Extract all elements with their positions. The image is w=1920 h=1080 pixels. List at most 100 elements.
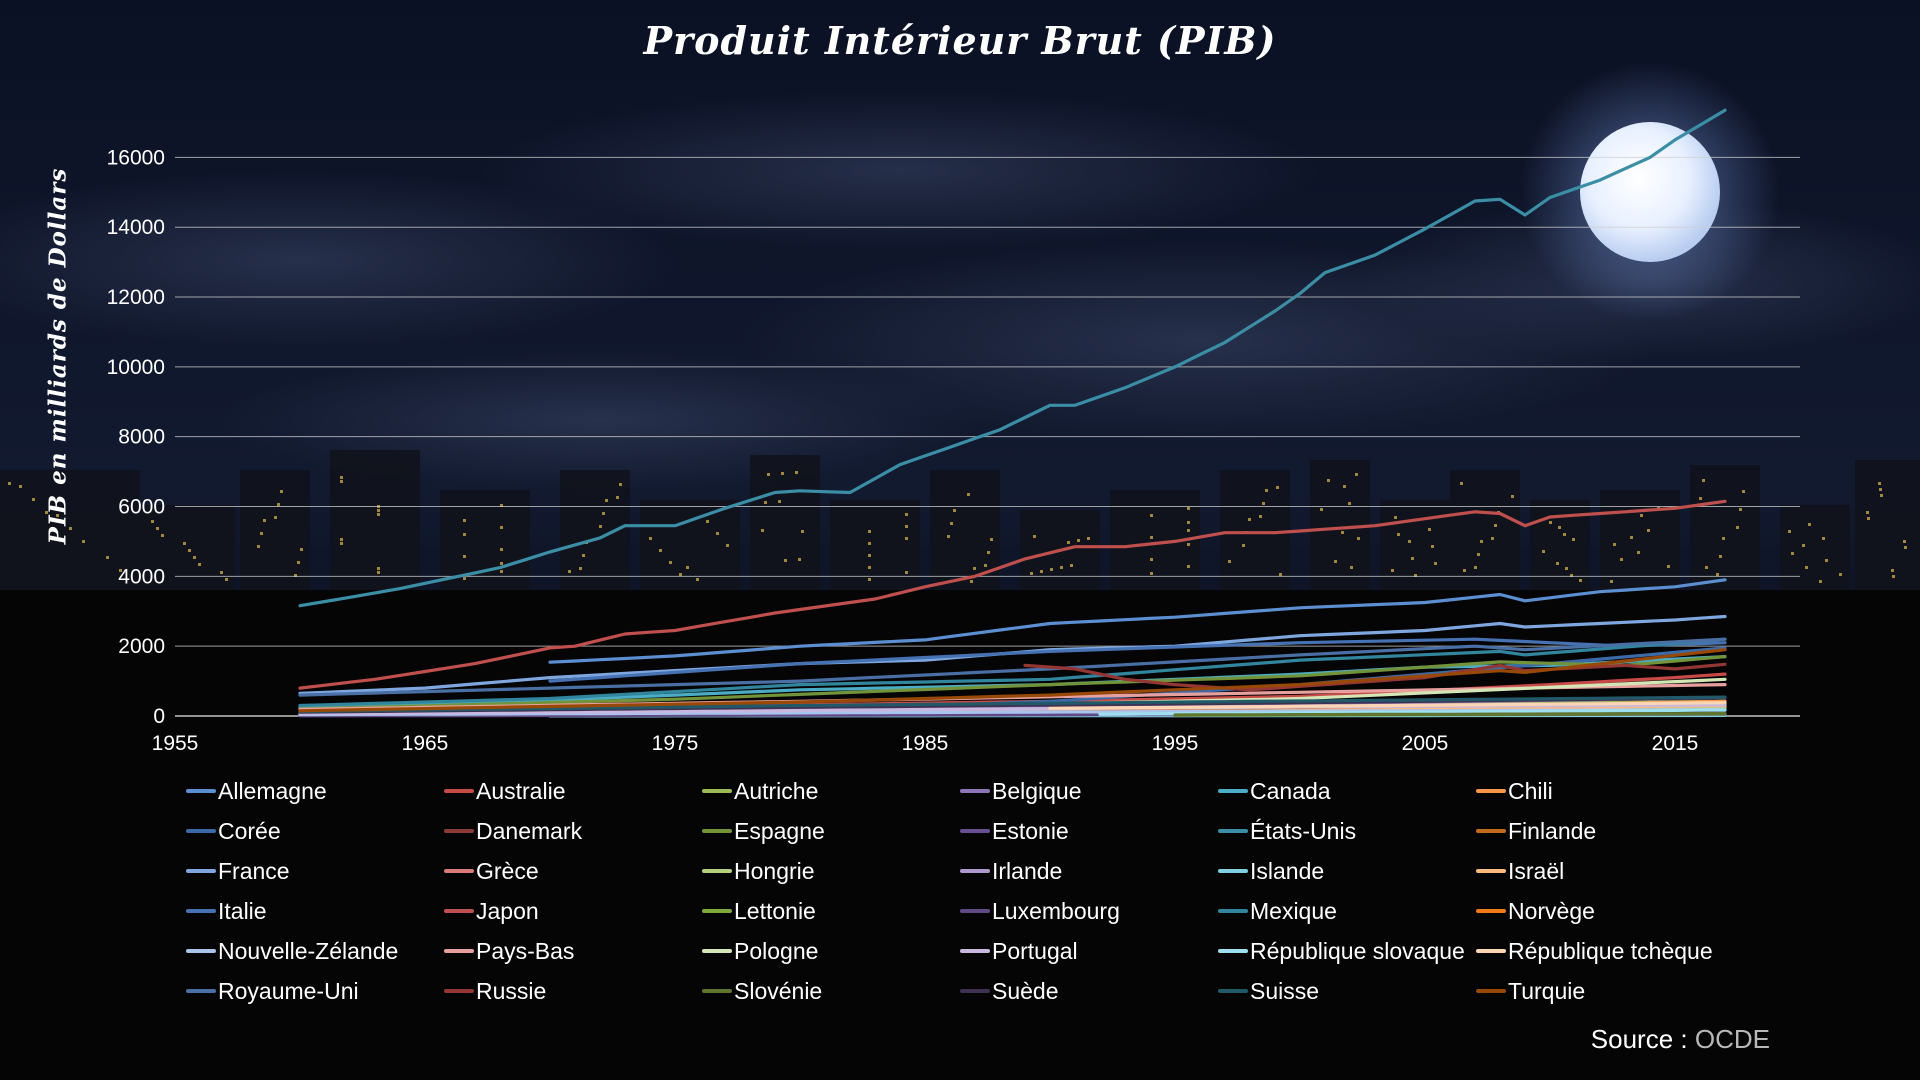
series-line-republique-tcheque <box>1048 701 1727 710</box>
legend-item: Suisse <box>1218 976 1476 1006</box>
chart-title: Produit Intérieur Brut (PIB) <box>643 18 1277 63</box>
legend-item: Norvège <box>1476 896 1734 926</box>
legend-item: Espagne <box>702 816 960 846</box>
legend-swatch <box>1218 909 1248 913</box>
legend-label: Suède <box>992 977 1059 1004</box>
legend-label: Corée <box>218 817 281 844</box>
chart-legend: Allemagne Australie Autriche Belgique Canada… <box>186 776 1746 1006</box>
series-line-turquie <box>298 648 1727 713</box>
legend-label: Turquie <box>1508 977 1586 1004</box>
legend-swatch <box>702 989 732 993</box>
legend-item: Luxembourg <box>960 896 1218 926</box>
legend-swatch <box>1476 989 1506 993</box>
y-tick-label: 14000 <box>107 216 165 239</box>
series-line-suisse <box>298 695 1727 714</box>
legend-item: Irlande <box>960 856 1218 886</box>
legend-item: Russie <box>444 976 702 1006</box>
legend-swatch <box>1476 869 1506 873</box>
legend-label: Russie <box>476 977 547 1004</box>
legend-item: Grèce <box>444 856 702 886</box>
legend-item: Estonie <box>960 816 1218 846</box>
y-tick-label: 10000 <box>107 356 165 379</box>
source-value: OCDE <box>1694 1024 1770 1054</box>
legend-item: Lettonie <box>702 896 960 926</box>
legend-label: Islande <box>1250 857 1325 884</box>
legend-swatch <box>1476 949 1506 953</box>
legend-item: Australie <box>444 776 702 806</box>
legend-item: Israël <box>1476 856 1734 886</box>
legend-label: Australie <box>476 777 566 804</box>
legend-swatch <box>702 869 732 873</box>
legend-label: Canada <box>1250 777 1331 804</box>
legend-label: Grèce <box>476 857 539 884</box>
legend-swatch <box>1218 829 1248 833</box>
legend-item: Nouvelle-Zélande <box>186 936 444 966</box>
x-tick-label: 2005 <box>1402 732 1449 755</box>
legend-swatch <box>960 869 990 873</box>
legend-label: Chili <box>1508 777 1553 804</box>
series-line-mexique <box>298 637 1727 708</box>
legend-label: Luxembourg <box>992 897 1120 924</box>
legend-item: Pays-Bas <box>444 936 702 966</box>
series-line-russie <box>1023 662 1727 692</box>
legend-item: Autriche <box>702 776 960 806</box>
x-tick-label: 1975 <box>652 732 699 755</box>
series-line-etats-unis <box>298 108 1727 608</box>
legend-label: Norvège <box>1508 897 1595 924</box>
legend-label: Suisse <box>1250 977 1320 1004</box>
legend-item: Canada <box>1218 776 1476 806</box>
legend-swatch <box>1218 949 1248 953</box>
legend-item: Allemagne <box>186 776 444 806</box>
legend-label: Lettonie <box>734 897 816 924</box>
legend-swatch <box>1476 829 1506 833</box>
y-tick-label: 4000 <box>118 565 165 588</box>
source-label: Source <box>1590 1024 1674 1054</box>
legend-label: Espagne <box>734 817 825 844</box>
legend-swatch <box>702 909 732 913</box>
y-tick-label: 16000 <box>107 146 165 169</box>
legend-swatch <box>960 789 990 793</box>
legend-label: Finlande <box>1508 817 1597 844</box>
legend-label: Israël <box>1508 857 1565 884</box>
legend-label: Nouvelle-Zélande <box>218 937 399 964</box>
legend-swatch <box>702 829 732 833</box>
legend-label: Italie <box>218 897 267 924</box>
legend-label: Pologne <box>734 937 819 964</box>
legend-swatch <box>444 829 474 833</box>
y-tick-label: 2000 <box>118 635 165 658</box>
legend-swatch <box>444 789 474 793</box>
legend-item: République tchèque <box>1476 936 1734 966</box>
legend-item: Danemark <box>444 816 702 846</box>
city-skyline <box>0 450 1920 1080</box>
y-tick-label: 0 <box>153 705 165 728</box>
legend-item: Finlande <box>1476 816 1734 846</box>
series-line-italie <box>548 637 1727 683</box>
legend-label: République tchèque <box>1508 937 1713 964</box>
series-line-slovenie <box>1173 712 1727 717</box>
legend-swatch <box>186 789 216 793</box>
legend-label: Japon <box>476 897 539 924</box>
legend-label: République slovaque <box>1250 937 1465 964</box>
legend-label: Belgique <box>992 777 1082 804</box>
legend-item: Hongrie <box>702 856 960 886</box>
legend-item: République slovaque <box>1218 936 1476 966</box>
x-tick-label: 1955 <box>152 732 199 755</box>
legend-swatch <box>186 869 216 873</box>
series-line-royaume-uni <box>298 637 1727 697</box>
legend-swatch <box>444 949 474 953</box>
x-tick-label: 2015 <box>1652 732 1699 755</box>
y-axis-label: PIB en milliards de Dollars <box>44 167 72 545</box>
legend-swatch <box>960 909 990 913</box>
legend-item: États-Unis <box>1218 816 1476 846</box>
legend-swatch <box>702 789 732 793</box>
legend-label: Estonie <box>992 817 1069 844</box>
legend-swatch <box>444 909 474 913</box>
legend-swatch <box>186 949 216 953</box>
legend-label: Allemagne <box>218 777 327 804</box>
source-note: Source : OCDE <box>1590 1024 1770 1054</box>
legend-item: Belgique <box>960 776 1218 806</box>
legend-item: Chili <box>1476 776 1734 806</box>
legend-label: Danemark <box>476 817 583 844</box>
